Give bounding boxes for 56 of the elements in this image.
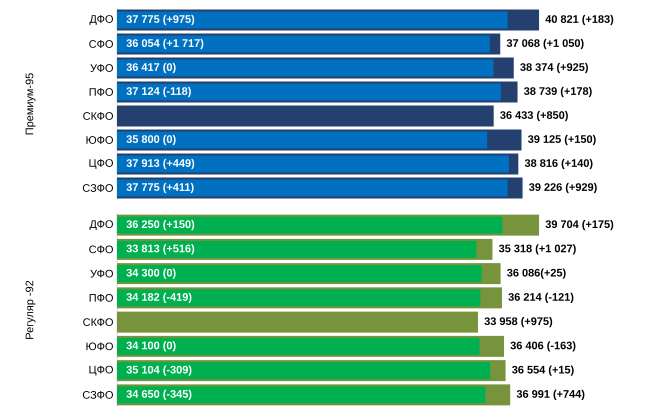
y-tick-label: ДФО: [90, 220, 113, 230]
y-tick-label: ЦФО: [89, 159, 113, 169]
data-label: 36 554 (+15): [512, 366, 574, 376]
data-label: 38 374 (+925): [520, 62, 588, 74]
y-tick-label: ДФО: [90, 15, 113, 25]
data-label: 36 406 (-163): [510, 341, 576, 352]
y-tick-label: ПФО: [90, 294, 113, 302]
y-tick-label: СФО: [89, 40, 113, 48]
data-label: 37 775 (+411): [126, 182, 194, 194]
data-label: 38 739 (+178): [524, 86, 592, 98]
data-label: 35 104 (-309): [126, 366, 192, 376]
y-tick-label: ПФО: [90, 88, 113, 96]
y-tick-label: ЮФО: [86, 136, 113, 144]
data-label: 35 800 (0): [126, 134, 176, 146]
y-tick-label: ЮФО: [86, 342, 113, 350]
y-tick-label: УФО: [90, 64, 113, 72]
data-label: 39 704 (+175): [546, 220, 614, 230]
data-label: 35 318 (+1 027): [498, 244, 576, 254]
y-tick-label: ЦФО: [89, 366, 113, 376]
data-label: 36 054 (+1 717): [126, 38, 204, 50]
data-label: 37 913 (+449): [126, 158, 194, 170]
data-label: 38 816 (+140): [524, 158, 593, 170]
y-tick-label: УФО: [90, 270, 113, 278]
data-label: 33 958 (+975): [484, 317, 552, 328]
bar: [117, 60, 494, 76]
y-axis-title: Премиум-95: [26, 73, 36, 134]
data-label: 40 821 (+183): [545, 14, 614, 26]
y-tick-label: СЗФО: [82, 184, 113, 192]
data-label: 34 650 (-345): [126, 390, 192, 400]
bar: [117, 84, 501, 100]
data-label: 39 125 (+150): [528, 134, 596, 146]
data-label: 39 226 (+929): [529, 182, 597, 194]
y-axis-title: Регуляр -92: [26, 280, 36, 339]
data-label: 36 086(+25): [507, 268, 566, 279]
data-label: 37 124 (-118): [126, 86, 191, 98]
bar: [117, 155, 509, 172]
bar: [117, 106, 494, 126]
data-label: 36 433 (+850): [500, 110, 568, 122]
data-label: 34 182 (-419): [126, 292, 192, 303]
data-label: 36 417 (0): [126, 62, 176, 74]
data-label: 34 100 (0): [126, 341, 176, 352]
data-label: 37 775 (+975): [126, 14, 194, 26]
y-tick-label: СКФО: [83, 318, 113, 326]
data-label: 33 813 (+516): [126, 244, 194, 254]
data-label: 37 068 (+1 050): [506, 38, 584, 50]
bar: [117, 132, 488, 148]
data-label: 34 300 (0): [126, 268, 176, 279]
y-tick-label: СЗФО: [82, 391, 113, 399]
bar: [117, 179, 508, 196]
bar: [117, 12, 508, 28]
y-tick-label: СКФО: [83, 112, 113, 120]
data-label: 36 250 (+150): [126, 220, 194, 230]
data-label: 36 214 (-121): [508, 292, 574, 303]
bar: [117, 36, 490, 52]
y-tick-label: СФО: [89, 246, 113, 254]
data-label: 36 991 (+744): [516, 390, 584, 400]
